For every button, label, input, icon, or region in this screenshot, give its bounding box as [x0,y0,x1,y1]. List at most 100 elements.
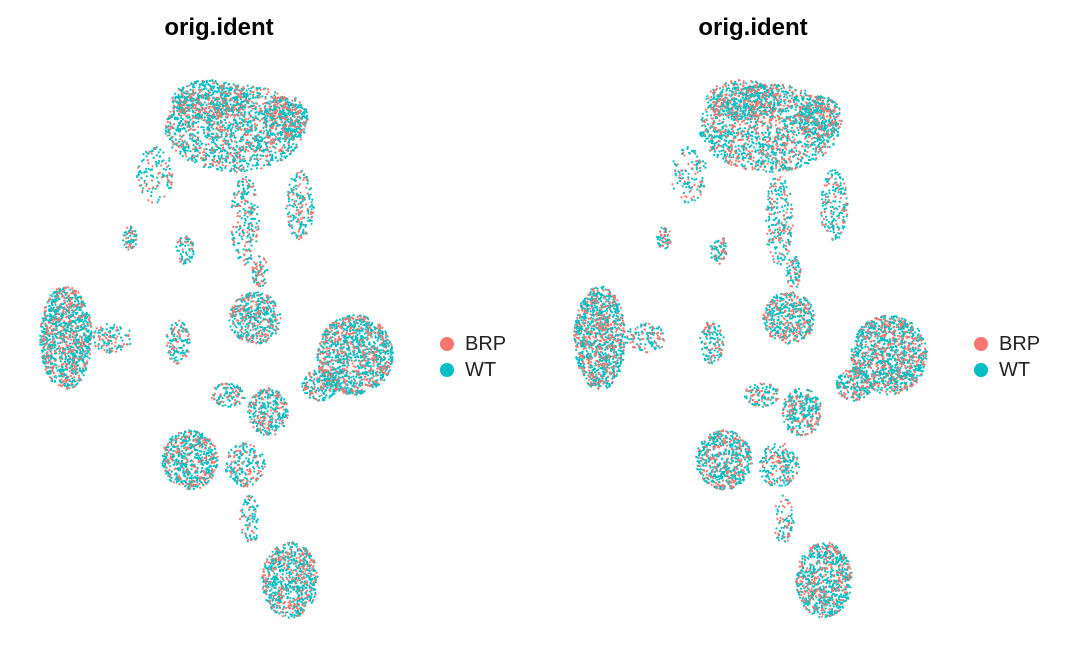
point-brp [305,203,308,206]
point-wt [281,124,284,127]
point-brp [363,378,366,381]
point-wt [240,300,243,303]
point-wt [235,326,238,329]
point-wt [181,122,185,125]
point-wt [244,176,248,179]
point-wt [295,173,298,176]
point-wt [212,151,215,154]
point-wt [55,321,58,324]
point-wt [182,141,185,144]
point-wt [271,133,274,136]
point-wt [123,231,126,234]
point-wt [216,86,219,89]
point-wt [255,240,258,243]
point-wt [166,117,169,121]
point-brp [369,351,372,354]
point-wt [364,373,367,376]
point-wt [289,129,292,132]
point-brp [185,355,188,358]
point-brp [352,350,355,353]
point-wt [231,328,234,332]
point-wt [52,344,55,347]
point-wt [357,351,360,354]
point-brp [263,130,266,133]
point-wt [53,310,57,313]
point-wt [198,86,201,89]
point-wt [217,89,220,92]
point-wt [294,184,297,187]
point-brp [192,99,195,102]
point-wt [173,350,177,353]
point-wt [205,136,208,139]
point-wt [369,324,372,327]
point-brp [255,312,258,315]
point-wt [377,362,380,365]
point-wt [252,102,255,105]
point-wt [235,231,238,234]
point-wt [228,161,231,164]
point-brp [385,346,388,349]
point-wt [53,375,56,378]
point-brp [363,359,366,362]
point-brp [235,170,238,173]
point-wt [193,161,196,164]
point-brp [367,333,370,336]
point-wt [234,125,237,128]
point-wt [367,317,370,321]
point-wt [349,356,353,359]
point-wt [140,160,144,163]
point-wt [188,109,191,112]
point-wt [66,329,69,332]
point-wt [270,302,273,305]
point-brp [291,99,294,102]
point-wt [233,201,236,204]
point-brp [287,215,290,218]
point-wt [204,83,207,86]
point-wt [303,111,306,114]
point-wt [266,110,269,113]
point-wt [236,145,239,148]
point-wt [170,175,173,178]
point-brp [98,338,101,341]
point-brp [259,107,262,110]
point-wt [365,355,368,358]
point-brp [203,118,206,121]
point-wt [255,222,258,225]
point-wt [234,136,237,139]
point-wt [179,152,182,155]
point-wt [335,327,338,330]
point-wt [39,338,42,341]
point-wt [346,387,349,390]
point-wt [143,179,146,182]
point-wt [178,101,181,104]
point-brp [298,183,301,186]
point-wt [219,103,222,106]
point-wt [381,344,384,347]
point-brp [378,333,381,336]
point-wt [232,243,235,246]
point-wt [227,124,230,127]
point-brp [166,178,169,181]
point-wt [123,243,126,246]
point-brp [212,111,215,114]
point-wt [299,194,302,198]
point-wt [69,327,72,330]
point-wt [180,255,183,258]
point-brp [55,329,58,332]
point-brp [247,299,250,302]
point-wt [273,107,276,110]
point-wt [359,335,362,338]
point-wt [352,375,355,378]
point-brp [265,261,268,264]
point-wt [266,268,269,272]
point-wt [243,202,246,206]
point-wt [253,217,256,221]
point-wt [48,338,52,341]
point-wt [65,322,68,325]
point-wt [186,341,189,344]
point-wt [246,235,249,238]
point-wt [279,157,282,160]
point-brp [249,316,252,319]
point-wt [347,348,350,351]
point-wt [223,137,226,140]
